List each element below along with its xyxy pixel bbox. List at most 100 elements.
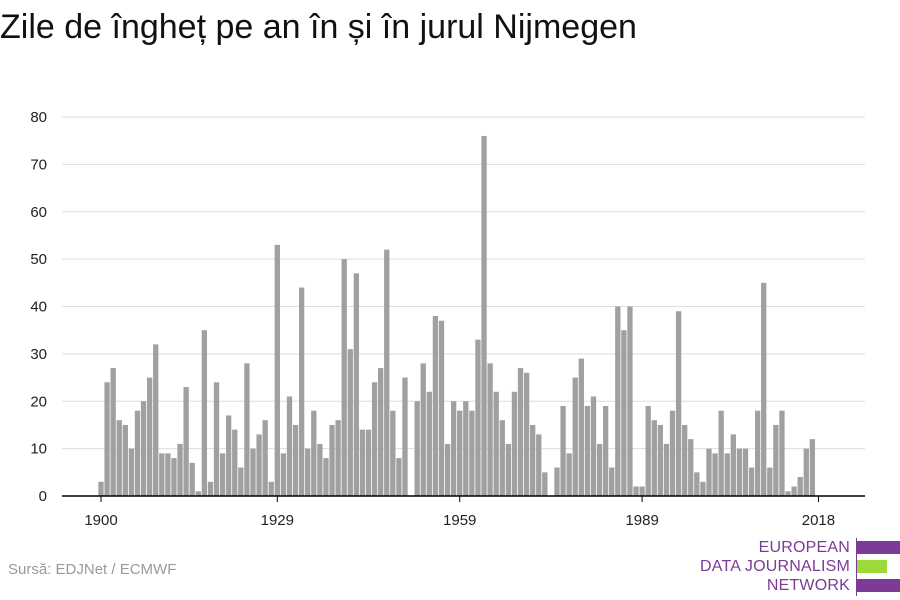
bar (469, 410, 475, 496)
bar (633, 486, 639, 496)
y-tick-label: 30 (30, 346, 47, 363)
y-tick-label: 10 (30, 441, 47, 458)
bar (706, 448, 712, 497)
bar (335, 420, 341, 496)
bar (700, 481, 706, 496)
bar (183, 387, 189, 496)
bar (675, 311, 682, 496)
chart-title: Zile de îngheț pe an în și în jurul Nijm… (0, 8, 637, 46)
y-axis-ticks: 0 10 20 30 40 50 60 70 80 (30, 109, 47, 505)
bar (256, 434, 262, 496)
logo-line-data-journalism: DATA JOURNALISM (700, 558, 850, 575)
bar (730, 434, 736, 496)
bar (201, 330, 208, 496)
bar (353, 273, 360, 496)
bar (286, 396, 293, 496)
bar (572, 377, 578, 496)
bar (365, 429, 372, 496)
bar (481, 135, 487, 496)
bar (578, 358, 584, 496)
bar (645, 405, 651, 496)
bar (493, 391, 499, 496)
bar (517, 368, 524, 496)
bar (590, 396, 597, 496)
bar (736, 448, 743, 497)
logo-divider (856, 538, 857, 596)
bar (530, 424, 536, 496)
bar (499, 420, 505, 496)
bar (566, 453, 572, 496)
bar (767, 467, 773, 496)
bar (207, 481, 214, 496)
bar (791, 486, 797, 496)
bar (663, 443, 670, 496)
y-tick-label: 20 (30, 393, 47, 410)
gridlines (62, 116, 865, 450)
bar (773, 424, 779, 496)
bar (128, 448, 135, 497)
bar (122, 424, 128, 496)
bar (262, 420, 268, 496)
x-tick-label: 1929 (261, 512, 294, 529)
bar (98, 481, 104, 496)
bar (432, 315, 439, 496)
bar (694, 472, 700, 496)
bar (378, 368, 384, 496)
bar (584, 405, 591, 496)
bar (232, 429, 238, 496)
frost-days-bar-chart: 0 10 20 30 40 50 60 70 80 1900 1929 1959 1989 2018 (30, 109, 865, 529)
bar (609, 467, 615, 496)
x-tick-label: 1959 (443, 512, 476, 529)
bar (748, 467, 755, 496)
bar (341, 259, 347, 497)
bar (554, 467, 560, 496)
bar (487, 363, 493, 496)
bar (639, 486, 645, 496)
bar (280, 453, 287, 496)
bar (177, 443, 183, 496)
bar (542, 472, 548, 496)
bar (724, 453, 730, 496)
bar (742, 448, 749, 497)
bar (761, 282, 767, 496)
bar (323, 458, 329, 496)
bar (682, 424, 688, 496)
y-tick-label: 40 (30, 299, 47, 316)
y-tick-label: 70 (30, 156, 47, 173)
bar (165, 453, 171, 496)
bar (511, 391, 518, 496)
bar (475, 339, 481, 496)
bar (146, 377, 153, 496)
y-tick-label: 60 (30, 204, 47, 221)
x-tick-label: 1900 (84, 512, 117, 529)
bar (305, 448, 311, 497)
bar (803, 448, 809, 497)
bar (268, 481, 274, 496)
bar (104, 382, 110, 496)
bar (420, 363, 426, 496)
bar (754, 410, 761, 496)
bar (238, 467, 244, 496)
bar (560, 405, 566, 496)
bar (438, 320, 445, 496)
bar (347, 349, 353, 496)
bar (396, 458, 402, 496)
source-note: Sursă: EDJNet / ECMWF (8, 561, 177, 578)
bar (688, 439, 694, 496)
logo-line-network: NETWORK (766, 577, 850, 594)
bar (402, 377, 408, 496)
bar (298, 287, 305, 496)
bar (311, 410, 317, 496)
edjnet-logo[interactable]: EUROPEAN DATA JOURNALISM NETWORK (700, 538, 900, 596)
y-tick-label: 50 (30, 251, 47, 268)
bar (171, 458, 177, 496)
bar (140, 401, 147, 496)
bar (444, 443, 451, 496)
bar (384, 249, 390, 496)
bar (317, 443, 323, 496)
x-tick-label: 2018 (802, 512, 835, 529)
y-tick-label: 0 (39, 488, 47, 505)
y-tick-label: 80 (30, 109, 47, 126)
bar (414, 401, 420, 496)
bars (98, 135, 816, 497)
